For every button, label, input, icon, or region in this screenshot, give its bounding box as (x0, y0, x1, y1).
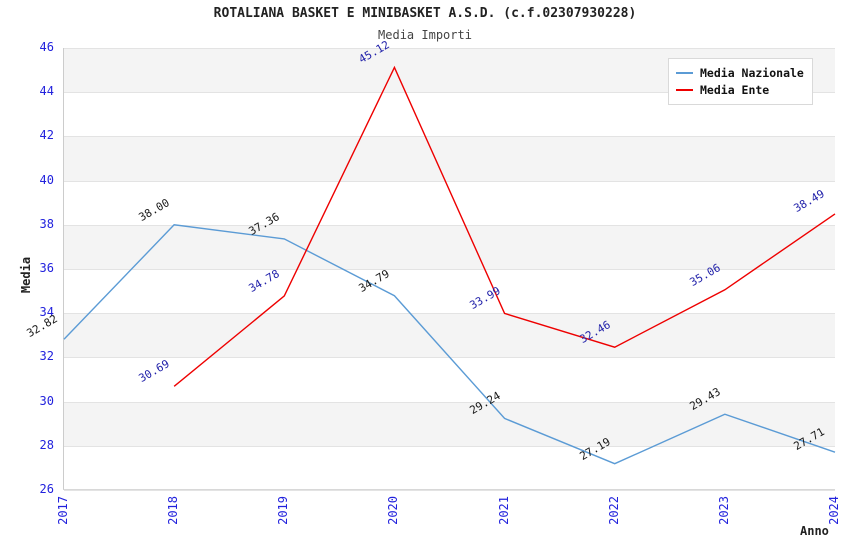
chart-legend: Media Nazionale Media Ente (668, 58, 813, 105)
legend-item-media-ente[interactable]: Media Ente (676, 81, 804, 98)
y-axis-tick: 44 (39, 84, 54, 99)
background-band (64, 136, 835, 181)
y-axis-tick: 40 (39, 172, 54, 187)
legend-item-media-nazionale[interactable]: Media Nazionale (676, 64, 804, 81)
series-lines (63, 65, 836, 465)
background-band (64, 224, 835, 269)
y-axis-tick: 30 (39, 393, 54, 408)
y-axis-tick: 32 (39, 349, 54, 364)
x-axis-tick: 2017 (56, 496, 70, 525)
gridline (64, 224, 835, 226)
plot-area (63, 48, 836, 491)
y-axis-tick: 46 (39, 40, 54, 54)
x-axis-tick: 2023 (716, 496, 731, 525)
series-line (63, 224, 836, 465)
background-band (64, 313, 835, 358)
y-axis-tick: 42 (39, 128, 54, 143)
gridline (64, 490, 835, 491)
background-band (64, 401, 835, 446)
x-axis-tick: 2018 (166, 496, 181, 525)
x-axis-tick: 2022 (606, 496, 621, 525)
x-axis-tick: 2024 (827, 496, 841, 525)
x-axis-tick: 2021 (496, 496, 511, 525)
y-axis-tick: 38 (39, 216, 54, 231)
legend-label: Media Nazionale (700, 65, 804, 80)
gridline (64, 313, 835, 315)
chart-title: ROTALIANA BASKET E MINIBASKET A.S.D. (c.… (213, 6, 637, 21)
y-axis-tick: 34 (39, 305, 54, 320)
chart-subtitle: Media Importi (378, 28, 472, 42)
x-axis-label: Anno (800, 524, 829, 538)
legend-swatch-icon (676, 71, 693, 74)
gridline (64, 445, 835, 447)
y-axis-tick: 36 (39, 261, 54, 275)
x-axis-tick: 2019 (276, 496, 291, 525)
gridline (64, 136, 835, 138)
legend-swatch-icon (676, 88, 693, 91)
y-axis-tick: 26 (39, 482, 54, 496)
gridline (64, 269, 835, 270)
series-line (173, 65, 836, 387)
legend-label: Media Ente (700, 82, 770, 97)
gridline (64, 180, 835, 182)
gridline (64, 48, 835, 49)
gridline (64, 401, 835, 403)
background-bands (64, 48, 835, 491)
gridline (64, 92, 835, 94)
x-axis-tick: 2020 (386, 496, 401, 525)
y-axis-tick: 28 (39, 437, 54, 452)
